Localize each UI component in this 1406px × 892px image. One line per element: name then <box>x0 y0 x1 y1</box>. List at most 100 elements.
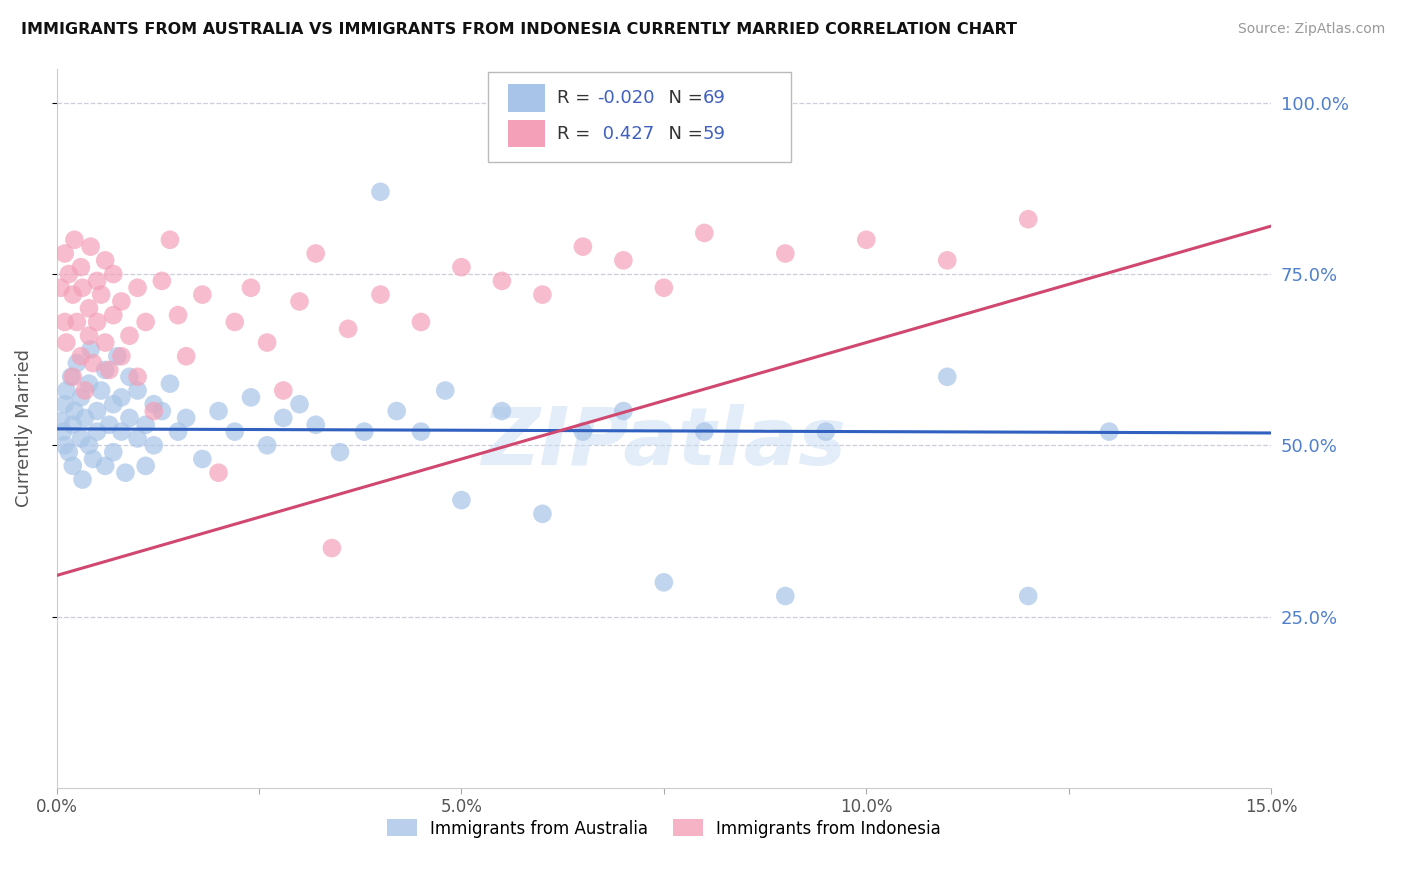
Point <box>142 404 165 418</box>
Point <box>370 185 392 199</box>
Point <box>58 445 80 459</box>
Point <box>239 390 262 404</box>
Point <box>174 411 197 425</box>
Point <box>652 281 675 295</box>
Point <box>256 335 278 350</box>
Point <box>127 281 149 295</box>
Point <box>62 369 84 384</box>
Point <box>572 425 595 439</box>
Point <box>531 507 554 521</box>
Point <box>409 425 432 439</box>
Point <box>1017 212 1039 227</box>
Point <box>90 287 112 301</box>
Point <box>174 349 197 363</box>
Point <box>62 458 84 473</box>
Point <box>936 369 959 384</box>
Point <box>103 267 125 281</box>
Point <box>103 308 125 322</box>
FancyBboxPatch shape <box>509 85 546 112</box>
Point <box>86 425 108 439</box>
Point <box>98 363 121 377</box>
Point <box>53 246 76 260</box>
Point <box>94 458 117 473</box>
Point <box>55 384 77 398</box>
Point <box>63 233 86 247</box>
Point <box>52 425 75 439</box>
Text: 69: 69 <box>703 89 725 107</box>
Point <box>127 432 149 446</box>
Point <box>135 417 157 432</box>
Point <box>612 253 634 268</box>
Point <box>652 575 675 590</box>
Point <box>58 267 80 281</box>
Point <box>73 411 96 425</box>
Point <box>224 425 246 439</box>
Point <box>49 281 72 295</box>
Point <box>612 404 634 418</box>
Point <box>135 315 157 329</box>
Point <box>159 233 181 247</box>
Point <box>127 384 149 398</box>
Point <box>118 411 141 425</box>
Point <box>118 369 141 384</box>
Point <box>1098 425 1121 439</box>
Point <box>167 308 190 322</box>
Point <box>1017 589 1039 603</box>
Point <box>66 315 89 329</box>
Point <box>86 315 108 329</box>
Point <box>94 253 117 268</box>
Text: R =: R = <box>557 89 596 107</box>
Point <box>105 349 128 363</box>
Point <box>572 239 595 253</box>
Point <box>142 438 165 452</box>
Point <box>150 274 173 288</box>
Point <box>814 425 837 439</box>
Point <box>66 356 89 370</box>
Point <box>86 274 108 288</box>
Point <box>70 432 93 446</box>
Point <box>239 281 262 295</box>
Point <box>110 294 132 309</box>
Point <box>224 315 246 329</box>
Point <box>855 233 877 247</box>
Point <box>531 287 554 301</box>
Point <box>321 541 343 555</box>
Point <box>86 404 108 418</box>
Point <box>70 390 93 404</box>
Point <box>49 414 72 428</box>
Point <box>353 425 375 439</box>
Point <box>82 356 104 370</box>
Point <box>142 397 165 411</box>
Point <box>434 384 457 398</box>
Text: Source: ZipAtlas.com: Source: ZipAtlas.com <box>1237 22 1385 37</box>
Point <box>337 322 360 336</box>
Point <box>775 589 797 603</box>
Point <box>936 253 959 268</box>
Point <box>53 438 76 452</box>
Text: -0.020: -0.020 <box>598 89 655 107</box>
Point <box>159 376 181 391</box>
Point <box>118 328 141 343</box>
Point <box>693 425 716 439</box>
Point <box>79 343 101 357</box>
Text: IMMIGRANTS FROM AUSTRALIA VS IMMIGRANTS FROM INDONESIA CURRENTLY MARRIED CORRELA: IMMIGRANTS FROM AUSTRALIA VS IMMIGRANTS … <box>21 22 1017 37</box>
Point <box>207 466 229 480</box>
Point <box>110 349 132 363</box>
Point <box>90 384 112 398</box>
Point <box>305 246 328 260</box>
Point <box>77 438 100 452</box>
Point <box>385 404 408 418</box>
Legend: Immigrants from Australia, Immigrants from Indonesia: Immigrants from Australia, Immigrants fr… <box>380 813 948 844</box>
Point <box>450 260 472 275</box>
Point <box>110 390 132 404</box>
Point <box>273 411 295 425</box>
Point <box>409 315 432 329</box>
Point <box>114 466 136 480</box>
Point <box>191 452 214 467</box>
Point <box>693 226 716 240</box>
Point <box>77 328 100 343</box>
Point <box>103 445 125 459</box>
Point <box>94 363 117 377</box>
Point <box>62 287 84 301</box>
Point <box>103 397 125 411</box>
